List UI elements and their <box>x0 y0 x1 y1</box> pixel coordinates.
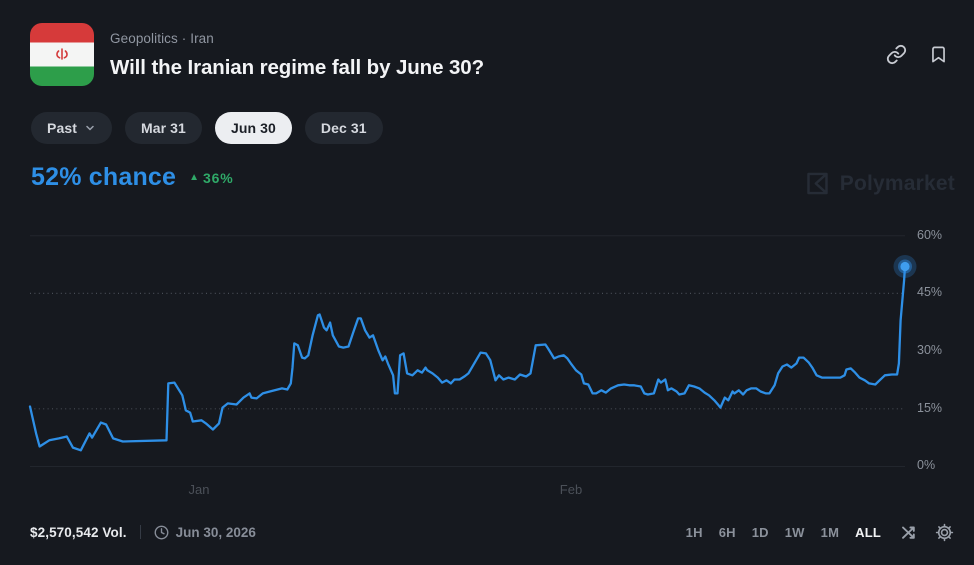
chevron-down-icon <box>86 125 94 131</box>
timeframe-all[interactable]: ALL <box>855 524 881 540</box>
breadcrumb-separator: · <box>181 31 187 46</box>
y-tick-45: 45% <box>917 285 943 299</box>
timeframe-1h[interactable]: 1H <box>685 524 703 540</box>
end-date: Jun 30, 2026 <box>154 525 256 540</box>
tab-label: Jun 30 <box>230 120 276 136</box>
breadcrumb-subcategory[interactable]: Iran <box>190 31 214 46</box>
page-title: Will the Iranian regime fall by June 30? <box>110 56 485 79</box>
gear-icon <box>935 523 954 541</box>
y-axis-labels: 60% 45% 30% 15% 0% <box>917 228 962 476</box>
bookmark-button[interactable] <box>929 44 948 65</box>
change-value: 36% <box>203 169 234 186</box>
timeframe-1w[interactable]: 1W <box>784 524 805 540</box>
bookmark-icon <box>932 46 945 63</box>
breadcrumb-category[interactable]: Geopolitics <box>110 31 178 46</box>
footer-meta: $2,570,542 Vol. Jun 30, 2026 <box>30 521 256 543</box>
tab-label: Mar 31 <box>140 120 186 136</box>
tab-jun-30[interactable]: Jun 30 <box>214 112 292 144</box>
clock-icon <box>154 525 169 539</box>
link-icon <box>886 44 907 65</box>
compare-button[interactable] <box>900 523 918 541</box>
tab-dec-31[interactable]: Dec 31 <box>304 112 383 144</box>
footer-divider <box>139 525 141 539</box>
watermark-text: Polymarket <box>839 171 955 195</box>
timeframe-6h[interactable]: 6H <box>718 524 736 540</box>
volume-label: $2,570,542 Vol. <box>30 524 127 540</box>
y-tick-15: 15% <box>917 401 943 415</box>
header-actions <box>886 44 948 65</box>
price-line <box>28 265 907 452</box>
y-tick-60: 60% <box>917 228 943 242</box>
tab-past[interactable]: Past <box>31 112 112 144</box>
y-tick-30: 30% <box>917 343 943 357</box>
tab-mar-31[interactable]: Mar 31 <box>124 112 202 144</box>
tab-label: Dec 31 <box>320 120 367 136</box>
x-axis-labels: Jan Feb <box>30 482 905 498</box>
compare-arrows-icon <box>902 526 915 539</box>
current-price-dot <box>900 261 910 272</box>
tab-label: Past <box>47 120 77 136</box>
market-icon-iran-flag <box>30 23 94 86</box>
copy-link-button[interactable] <box>886 44 907 65</box>
timeframe-1m[interactable]: 1M <box>820 524 840 540</box>
iran-emblem-icon <box>56 47 68 60</box>
timeframe-1d[interactable]: 1D <box>751 524 769 540</box>
chance-value: 52% chance <box>31 163 177 191</box>
x-tick-jan: Jan <box>188 482 210 497</box>
breadcrumb: Geopolitics · Iran <box>110 31 214 46</box>
x-tick-feb: Feb <box>559 482 583 497</box>
arrow-up-icon: ▲ <box>189 172 200 183</box>
settings-button[interactable] <box>935 523 954 542</box>
chart-controls: 1H 6H 1D 1W 1M ALL <box>684 521 954 543</box>
polymarket-logo-icon <box>807 172 828 195</box>
polymarket-watermark: Polymarket <box>804 170 955 197</box>
y-tick-0: 0% <box>917 458 936 472</box>
change-badge: ▲ 36% <box>189 170 233 186</box>
chance-row: 52% chance ▲ 36% <box>31 163 233 192</box>
timeframe-group: 1H 6H 1D 1W 1M ALL <box>684 525 883 540</box>
price-chart[interactable] <box>28 228 917 476</box>
end-date-text: Jun 30, 2026 <box>175 524 256 540</box>
period-tabs: Past Mar 31 Jun 30 Dec 31 <box>31 112 383 144</box>
